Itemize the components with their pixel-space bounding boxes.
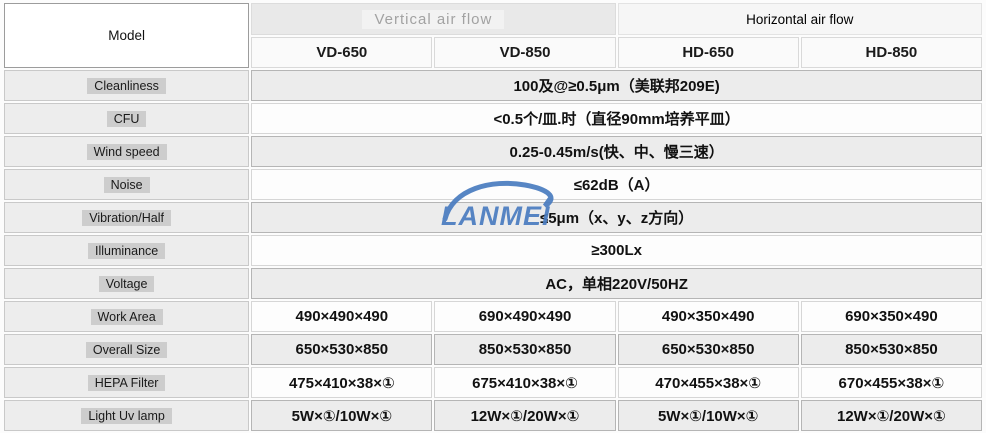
row-label-noise: Noise — [4, 169, 250, 200]
table-row-voltage: Voltage AC，单相220V/50HZ — [4, 268, 982, 299]
table-row-overall-size: Overall Size 650×530×850 850×530×850 650… — [4, 334, 982, 365]
model-col-hd-650: HD-650 — [617, 37, 799, 68]
row-label-voltage: Voltage — [4, 268, 250, 299]
value-overall-size-vd-850: 850×530×850 — [434, 334, 616, 365]
row-label-vibration: Vibration/Half — [4, 202, 250, 233]
row-label-overall-size: Overall Size — [4, 334, 250, 365]
value-cleanliness: 100及@≥0.5μm（美联邦209E) — [251, 70, 982, 101]
model-col-vd-850: VD-850 — [434, 37, 616, 68]
value-overall-size-hd-850: 850×530×850 — [800, 334, 982, 365]
value-wind-speed: 0.25-0.45m/s(快、中、慢三速） — [251, 136, 982, 167]
row-label-wind-speed: Wind speed — [4, 136, 250, 167]
value-hepa-filter-hd-650: 470×455×38×① — [617, 367, 799, 398]
table-row-cfu: CFU <0.5个/皿.时（直径90mm培养平皿） — [4, 103, 982, 134]
value-work-area-vd-850: 690×490×490 — [434, 301, 616, 332]
row-label-light-uv-lamp: Light Uv lamp — [4, 400, 250, 431]
row-label-hepa-filter: HEPA Filter — [4, 367, 250, 398]
value-light-uv-vd-850: 12W×①/20W×① — [434, 400, 616, 431]
table-row-wind-speed: Wind speed 0.25-0.45m/s(快、中、慢三速） — [4, 136, 982, 167]
value-voltage: AC，单相220V/50HZ — [251, 268, 982, 299]
value-vibration: ≤5μm（x、y、z方向） — [251, 202, 982, 233]
value-light-uv-hd-650: 5W×①/10W×① — [617, 400, 799, 431]
header-models-row: VD-650 VD-850 HD-650 HD-850 — [4, 37, 982, 68]
value-overall-size-hd-650: 650×530×850 — [617, 334, 799, 365]
group-header-horizontal: Horizontal air flow — [617, 3, 982, 35]
value-light-uv-hd-850: 12W×①/20W×① — [800, 400, 982, 431]
value-hepa-filter-hd-850: 670×455×38×① — [800, 367, 982, 398]
row-label-work-area: Work Area — [4, 301, 250, 332]
row-label-cleanliness: Cleanliness — [4, 70, 250, 101]
value-noise: ≤62dB（A） — [251, 169, 982, 200]
model-col-hd-850: HD-850 — [800, 37, 982, 68]
table-row-noise: Noise ≤62dB（A） — [4, 169, 982, 200]
table-row-work-area: Work Area 490×490×490 690×490×490 490×35… — [4, 301, 982, 332]
value-hepa-filter-vd-650: 475×410×38×① — [251, 367, 433, 398]
row-label-cfu: CFU — [4, 103, 250, 134]
value-light-uv-vd-650: 5W×①/10W×① — [251, 400, 433, 431]
table-row-light-uv-lamp: Light Uv lamp 5W×①/10W×① 12W×①/20W×① 5W×… — [4, 400, 982, 431]
value-illuminance: ≥300Lx — [251, 235, 982, 266]
value-cfu: <0.5个/皿.时（直径90mm培养平皿） — [251, 103, 982, 134]
table-row-vibration: Vibration/Half ≤5μm（x、y、z方向） — [4, 202, 982, 233]
value-work-area-vd-650: 490×490×490 — [251, 301, 433, 332]
table-row-illuminance: Illuminance ≥300Lx — [4, 235, 982, 266]
table-row-cleanliness: Cleanliness 100及@≥0.5μm（美联邦209E) — [4, 70, 982, 101]
model-col-vd-650: VD-650 — [251, 37, 433, 68]
group-header-vertical-label: Vertical air flow — [362, 9, 505, 29]
model-header-cell: Model — [4, 3, 250, 68]
row-label-illuminance: Illuminance — [4, 235, 250, 266]
table-row-hepa-filter: HEPA Filter 475×410×38×① 675×410×38×① 47… — [4, 367, 982, 398]
value-hepa-filter-vd-850: 675×410×38×① — [434, 367, 616, 398]
value-work-area-hd-850: 690×350×490 — [800, 301, 982, 332]
value-overall-size-vd-650: 650×530×850 — [251, 334, 433, 365]
group-header-vertical: Vertical air flow — [251, 3, 616, 35]
value-work-area-hd-650: 490×350×490 — [617, 301, 799, 332]
header-group-row: Model Vertical air flow Horizontal air f… — [4, 3, 982, 68]
